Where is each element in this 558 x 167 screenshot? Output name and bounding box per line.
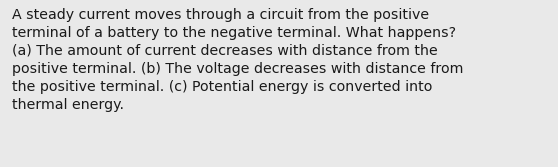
Text: A steady current moves through a circuit from the positive
terminal of a battery: A steady current moves through a circuit… (12, 8, 464, 112)
